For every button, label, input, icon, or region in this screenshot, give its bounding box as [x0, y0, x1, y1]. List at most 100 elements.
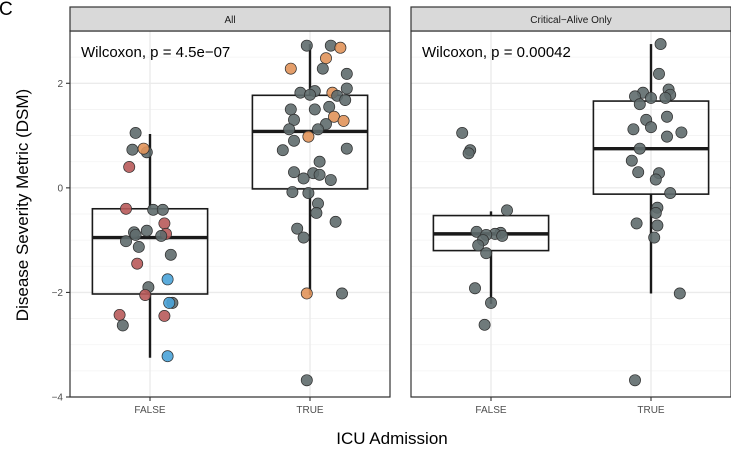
data-point — [113, 308, 126, 321]
data-point — [286, 186, 299, 198]
data-point — [310, 207, 323, 219]
data-point — [664, 187, 677, 200]
wilcoxon-annotation: Wilcoxon, p = 0.00042 — [422, 44, 571, 61]
data-point — [120, 235, 132, 248]
data-point — [323, 100, 336, 113]
data-point — [140, 224, 153, 237]
facet-panel: Critical−Alive Only Wilcoxon, p = 0.00042… — [410, 6, 731, 416]
data-point — [284, 62, 297, 75]
data-point — [129, 127, 142, 139]
data-point — [329, 215, 342, 228]
data-point — [649, 207, 662, 219]
data-point — [163, 296, 176, 309]
data-point — [629, 374, 641, 387]
data-point — [284, 103, 297, 116]
data-point — [653, 67, 665, 80]
data-point — [300, 287, 313, 300]
data-point — [478, 318, 491, 331]
data-point — [129, 228, 142, 241]
data-point — [659, 91, 672, 104]
data-point — [300, 374, 313, 387]
data-point — [300, 39, 313, 52]
data-point — [632, 166, 645, 179]
data-point — [288, 113, 300, 126]
data-point — [485, 296, 497, 309]
data-point — [308, 103, 321, 116]
data-point — [313, 155, 326, 168]
data-point — [297, 231, 310, 244]
data-point — [339, 94, 352, 106]
data-point — [340, 142, 353, 155]
data-point — [648, 231, 661, 244]
data-point — [336, 287, 348, 300]
x-tick-label: FALSE — [134, 405, 165, 416]
wilcoxon-annotation: Wilcoxon, p = 4.5e−07 — [81, 44, 230, 61]
data-point — [334, 41, 347, 54]
data-point — [297, 172, 310, 185]
data-point — [126, 143, 139, 156]
data-point — [456, 127, 469, 139]
data-point — [627, 123, 640, 136]
y-axis-title: Disease Severity Metric (DSM) — [13, 89, 32, 321]
data-point — [155, 230, 168, 242]
facet-strip-label: Critical−Alive Only — [530, 15, 611, 26]
data-point — [633, 98, 646, 111]
data-point — [313, 168, 326, 181]
data-point — [276, 144, 289, 157]
x-tick-label: FALSE — [475, 405, 506, 416]
data-point — [337, 114, 350, 127]
data-point — [324, 39, 337, 52]
data-point — [294, 86, 307, 99]
data-point — [654, 38, 667, 51]
facet-panel: All Wilcoxon, p = 4.5e−07 FALSE TRUE 2 0 −2 −4 — [52, 6, 391, 416]
data-point — [673, 287, 686, 300]
data-point — [120, 202, 132, 215]
data-point — [469, 282, 481, 295]
data-point — [304, 88, 316, 101]
data-point — [651, 219, 664, 232]
x-tick-label: TRUE — [296, 405, 324, 416]
data-point — [496, 230, 509, 242]
data-point — [161, 273, 174, 286]
data-point — [164, 248, 177, 261]
panel-letter: C — [0, 0, 13, 20]
facet-strip-label: All — [224, 15, 235, 26]
data-point — [316, 62, 329, 75]
data-point — [501, 204, 513, 217]
data-point — [283, 123, 296, 136]
data-point — [137, 142, 150, 155]
facet-strip — [69, 6, 391, 32]
data-point — [645, 91, 657, 104]
y-tick-label: 0 — [57, 183, 63, 194]
data-point — [288, 166, 300, 179]
x-axis-title: ICU Admission — [336, 429, 447, 448]
data-point — [462, 147, 475, 160]
data-point — [161, 350, 174, 363]
facet-strip — [410, 6, 731, 32]
data-point — [302, 130, 315, 143]
data-point — [116, 319, 129, 332]
data-point — [625, 154, 638, 167]
data-point — [158, 217, 171, 230]
data-point — [472, 239, 485, 252]
data-point — [340, 82, 353, 95]
data-point — [645, 121, 657, 134]
data-point — [320, 52, 332, 65]
facet-panels: All Wilcoxon, p = 4.5e−07 FALSE TRUE 2 0 −2 −4 C… — [52, 6, 731, 416]
data-point — [633, 142, 646, 155]
data-point — [630, 217, 643, 230]
data-point — [340, 67, 353, 80]
data-point — [649, 173, 662, 186]
y-tick-label: 2 — [57, 79, 63, 90]
y-tick-label: −4 — [52, 393, 64, 404]
y-tick-label: −2 — [52, 288, 64, 299]
data-point — [480, 247, 493, 260]
data-point — [312, 123, 324, 136]
data-point — [131, 257, 144, 270]
data-point — [324, 174, 337, 186]
data-point — [291, 222, 304, 235]
data-point — [156, 203, 169, 216]
data-point — [158, 310, 171, 322]
data-point — [139, 289, 152, 301]
